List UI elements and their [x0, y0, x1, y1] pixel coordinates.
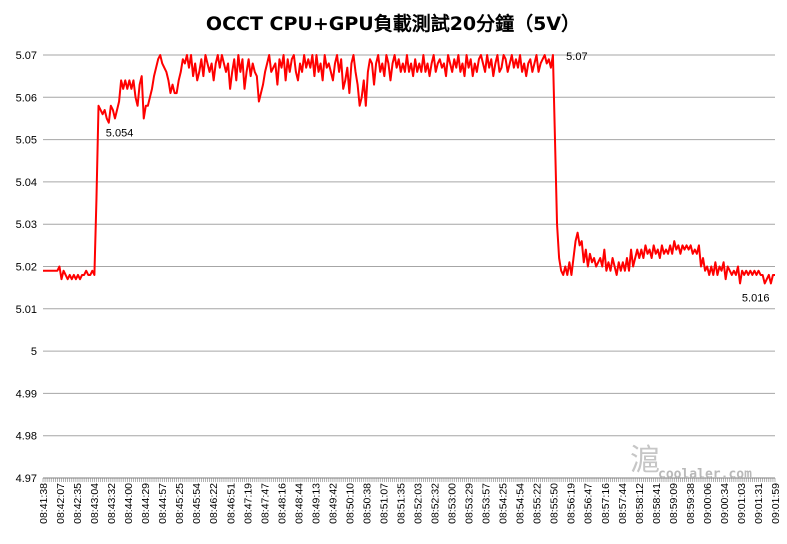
y-tick-label: 4.97 [16, 473, 37, 485]
y-tick-label: 5.07 [16, 50, 37, 62]
x-axis-tick-labels: 08:41:38 08:42:07 08:42:35 08:43:04 08:43:32… [38, 483, 782, 524]
x-tick-label: 08:53:29 [464, 483, 476, 524]
x-tick-label: 09:01:59 [770, 483, 782, 524]
x-tick-label: 08:54:54 [515, 483, 527, 524]
x-tick-label: 08:58:41 [651, 483, 663, 524]
series-line-5v [43, 54, 775, 285]
x-tick-label: 08:46:51 [225, 483, 237, 524]
x-tick-label: 08:56:19 [566, 483, 578, 524]
x-tick-label: 08:53:00 [447, 483, 459, 524]
x-tick-label: 08:51:07 [378, 483, 390, 524]
x-tick-label: 08:57:44 [617, 483, 629, 524]
x-tick-label: 08:49:42 [327, 483, 339, 524]
x-tick-label: 08:52:32 [430, 483, 442, 524]
x-tick-label: 08:53:57 [481, 483, 493, 524]
data-labels: 5.054 5.07 5.016 [106, 51, 770, 304]
chart-title: OCCT CPU+GPU負載測試20分鐘（5V） [206, 12, 580, 35]
y-tick-label: 5.03 [16, 219, 37, 231]
x-tick-label: 08:44:57 [157, 483, 169, 524]
x-tick-label: 08:45:54 [191, 483, 203, 524]
y-axis-tick-labels: 5.07 5.06 5.05 5.04 5.03 5.02 5.01 5 4.99 4.98 4.9… [16, 50, 37, 485]
data-label: 5.054 [106, 128, 134, 140]
x-tick-label: 08:44:00 [123, 483, 135, 524]
x-tick-label: 08:47:19 [242, 483, 254, 524]
data-label: 5.016 [742, 292, 770, 304]
x-tick-label: 08:58:12 [634, 483, 646, 524]
data-label: 5.07 [566, 51, 587, 63]
x-tick-label: 09:01:03 [736, 483, 748, 524]
x-tick-label: 08:43:04 [89, 483, 101, 524]
x-tick-label: 08:55:50 [549, 483, 561, 524]
y-tick-label: 4.98 [16, 431, 37, 443]
x-tick-label: 09:01:31 [753, 483, 765, 524]
x-tick-label: 08:41:38 [38, 483, 50, 524]
x-tick-label: 08:50:10 [344, 483, 356, 524]
chart-gridlines [43, 54, 775, 479]
x-tick-label: 08:49:13 [310, 483, 322, 524]
x-tick-label: 08:43:32 [106, 483, 118, 524]
x-tick-label: 08:57:16 [600, 483, 612, 524]
y-tick-label: 5.04 [16, 177, 37, 189]
x-tick-label: 08:48:44 [293, 483, 305, 524]
x-axis [42, 477, 776, 482]
y-tick-label: 4.99 [16, 388, 37, 400]
x-tick-label: 08:52:03 [413, 483, 425, 524]
watermark-glyph: 滬 [630, 443, 660, 478]
y-tick-label: 5.06 [16, 92, 37, 104]
series-group [43, 54, 775, 285]
x-tick-label: 08:50:38 [361, 483, 373, 524]
y-tick-label: 5.02 [16, 262, 37, 274]
x-tick-label: 08:45:25 [174, 483, 186, 524]
x-tick-label: 08:59:38 [685, 483, 697, 524]
x-tick-label: 08:59:09 [668, 483, 680, 524]
y-tick-label: 5.05 [16, 135, 37, 147]
x-tick-label: 08:55:22 [532, 483, 544, 524]
x-tick-label: 09:00:34 [719, 483, 731, 524]
x-tick-label: 08:54:25 [498, 483, 510, 524]
y-tick-label: 5 [31, 346, 37, 358]
y-tick-label: 5.01 [16, 304, 37, 316]
x-tick-label: 08:42:07 [55, 483, 67, 524]
x-tick-label: 08:51:35 [395, 483, 407, 524]
x-tick-label: 08:46:22 [208, 483, 220, 524]
x-tick-label: 08:47:47 [259, 483, 271, 524]
x-tick-label: 08:48:16 [276, 483, 288, 524]
x-tick-label: 09:00:06 [702, 483, 714, 524]
x-tick-label: 08:56:47 [583, 483, 595, 524]
watermark-text: coolaler.com [658, 467, 752, 482]
x-tick-label: 08:44:29 [140, 483, 152, 524]
x-tick-label: 08:42:35 [72, 483, 84, 524]
